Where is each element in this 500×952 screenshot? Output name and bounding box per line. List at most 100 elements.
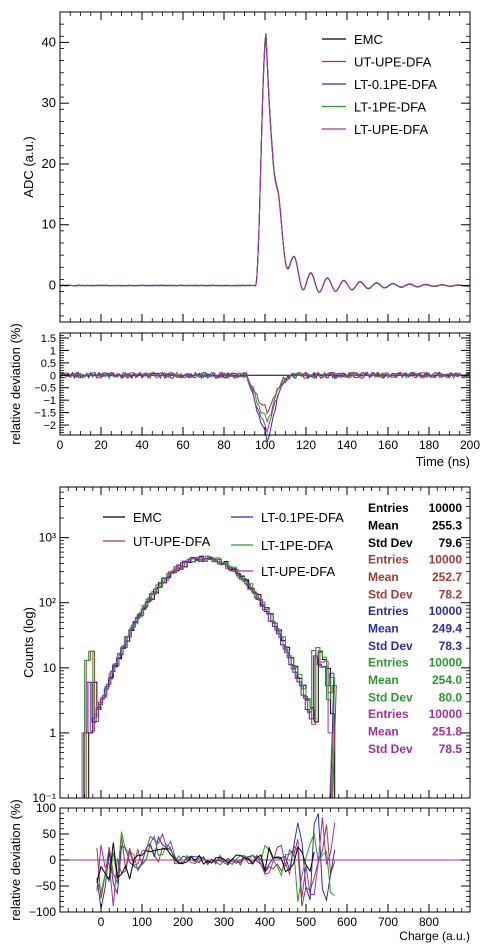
stats-value: 251.8 — [432, 725, 462, 739]
waveform-line-lt-1pe-dfa — [59, 35, 471, 293]
y-tick-label: 10² — [39, 596, 56, 610]
waveform-deviation-panel: −2−1.5−1−0.500.511.50 20 40 60 80 100 120 140 16… — [8, 323, 480, 469]
stats-value: 10000 — [429, 707, 463, 721]
x-tick-label: 200 — [173, 915, 193, 929]
y-tick-label: 0 — [50, 370, 56, 382]
legend-label: EMC — [133, 510, 162, 525]
stats-value: 254.0 — [432, 673, 462, 687]
y-tick-label: 10⁻¹ — [32, 791, 56, 805]
x-tick-label: 100 — [255, 438, 275, 452]
stats-value: 10000 — [429, 604, 463, 618]
stats-value: 78.5 — [439, 742, 463, 756]
legend-label: UT-UPE-DFA — [133, 534, 211, 549]
y-tick-label: 1 — [50, 345, 56, 357]
x-axis-label: Charge (a.u.) — [399, 929, 470, 943]
waveform-deviation-frame — [59, 332, 471, 436]
histogram-lt-01pe-dfa — [83, 557, 335, 799]
x-tick-label: 60 — [176, 438, 190, 452]
waveform-line-lt-upe-dfa — [59, 38, 471, 293]
legend-label: LT-1PE-DFA — [354, 100, 426, 115]
y-tick-label: −100 — [29, 905, 56, 919]
y-tick-label: −1 — [43, 395, 56, 407]
stats-value: 78.3 — [439, 639, 463, 653]
x-tick-label: 100 — [132, 915, 152, 929]
y-tick-label: 0 — [49, 278, 56, 293]
y-tick-label: 30 — [42, 95, 56, 110]
y-axis-label: relative deviation (%) — [8, 799, 23, 920]
y-axis-label: ADC (a.u.) — [21, 136, 36, 197]
x-tick-label: 140 — [337, 438, 357, 452]
legend-label: EMC — [354, 32, 383, 47]
stats-value: 249.4 — [432, 622, 462, 636]
y-tick-label: 0.5 — [41, 358, 56, 370]
histogram-lt-1pe-dfa — [84, 556, 336, 799]
x-tick-label: 180 — [419, 438, 439, 452]
x-tick-label: 800 — [419, 915, 439, 929]
y-tick-label: −0.5 — [34, 383, 56, 395]
stats-label: Entries — [368, 604, 409, 618]
y-axis-label: relative deviation (%) — [8, 323, 23, 444]
y-tick-label: 20 — [42, 156, 56, 171]
x-tick-label: 120 — [296, 438, 316, 452]
stats-value: 255.3 — [432, 519, 462, 533]
stats-label: Mean — [368, 570, 399, 584]
x-tick-label: 400 — [255, 915, 275, 929]
stats-value: 10000 — [429, 501, 463, 515]
legend-label: LT-1PE-DFA — [261, 538, 333, 553]
stats-label: Mean — [368, 622, 399, 636]
charge-deviation-line-emc — [96, 842, 315, 884]
y-tick-label: 10 — [43, 661, 57, 675]
y-tick-label: −2 — [43, 420, 56, 432]
histogram-lt-upe-dfa — [81, 555, 333, 799]
stats-label: Mean — [368, 519, 399, 533]
stats-label: Std Dev — [368, 691, 413, 705]
deviation-line-lt-upe-dfa — [59, 371, 471, 435]
x-tick-label: 700 — [378, 915, 398, 929]
legend-label: LT-0.1PE-DFA — [354, 77, 437, 92]
stats-value: 10000 — [429, 553, 463, 567]
stats-label: Entries — [368, 707, 409, 721]
stats-label: Entries — [368, 656, 409, 670]
stats-label: Mean — [368, 673, 399, 687]
x-tick-label: 0 — [57, 438, 64, 452]
charge-deviation-frame — [59, 807, 471, 913]
stats-value: 78.2 — [439, 588, 463, 602]
stats-value: 252.7 — [432, 570, 462, 584]
y-tick-label: −1.5 — [34, 408, 56, 420]
stats-label: Std Dev — [368, 588, 413, 602]
x-tick-label: 200 — [460, 438, 480, 452]
charge-deviation-line-lt-upe-dfa — [96, 817, 336, 907]
histogram-ut-upe-dfa — [85, 557, 337, 799]
x-tick-label: 80 — [217, 438, 231, 452]
x-tick-label: 300 — [214, 915, 234, 929]
y-tick-label: 1 — [49, 726, 56, 740]
stats-label: Mean — [368, 725, 399, 739]
y-tick-label: −50 — [36, 879, 57, 893]
x-tick-label: 0 — [98, 915, 105, 929]
waveform-line-ut-upe-dfa — [59, 34, 471, 293]
legend-label: LT-0.1PE-DFA — [261, 510, 344, 525]
y-tick-label: 10³ — [39, 531, 56, 545]
waveform-line-emc — [59, 33, 471, 293]
y-tick-label: 40 — [42, 34, 56, 49]
x-tick-label: 500 — [296, 915, 316, 929]
x-axis-label: Time (ns) — [416, 454, 470, 469]
stats-boxes: Entries 10000 Mean 255.3 Std Dev 79.6 Entries 1… — [368, 501, 462, 756]
histogram-legend: EMC UT-UPE-DFA LT-0.1PE-DFA LT-1PE-DFA LT-UP… — [103, 510, 344, 579]
x-tick-label: 160 — [378, 438, 398, 452]
stats-label: Entries — [368, 553, 409, 567]
deviation-line-lt-1pe-dfa — [59, 371, 470, 424]
charge-histogram-frame — [59, 486, 471, 799]
x-tick-label: 20 — [94, 438, 108, 452]
stats-value: 10000 — [429, 656, 463, 670]
y-tick-label: 0 — [49, 853, 56, 867]
y-tick-label: 10 — [42, 217, 56, 232]
waveform-panel: 0 10 20 30 40 ADC (a.u.) EMC UT-UPE-DFA LT-0.1PE… — [21, 12, 471, 322]
legend-label: LT-UPE-DFA — [354, 122, 428, 137]
legend-label: LT-UPE-DFA — [261, 564, 335, 579]
charge-deviation-panel: −100 −50 0 50 100 0 100 200 300 400 500 600 700 800Ch… — [8, 799, 471, 943]
waveform-frame — [59, 11, 471, 323]
stats-value: 80.0 — [439, 691, 463, 705]
y-tick-label: 50 — [43, 827, 57, 841]
stats-label: Std Dev — [368, 639, 413, 653]
